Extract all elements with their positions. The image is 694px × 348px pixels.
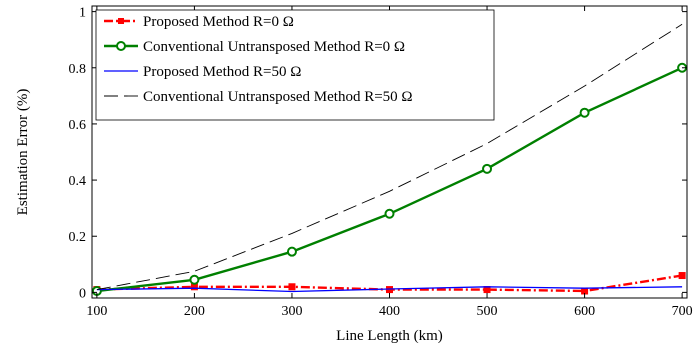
series-1-point: [678, 272, 686, 280]
series-2-point: [286, 246, 297, 257]
legend-label-3: Proposed Method R=50 Ω: [143, 64, 301, 80]
series-2-point: [482, 163, 493, 174]
ticks-layer: 100 200 300 400 500 600 700 0 0.2 0.4 0.6 0.8 1: [69, 6, 693, 319]
x-axis-label: Line Length (km): [336, 328, 443, 344]
series-2-point: [189, 274, 200, 285]
series-layer: [91, 23, 688, 296]
x-tick-label: 200: [184, 304, 205, 319]
series-line-4: [96, 23, 683, 291]
y-tick-label: 0.6: [69, 118, 87, 133]
legend-marker-1: [118, 18, 124, 24]
x-tick-label: 300: [281, 304, 302, 319]
x-tick-label: 500: [477, 304, 498, 319]
legend-marker-2: [116, 41, 126, 51]
series-2-point: [579, 107, 590, 118]
series-line-3: [96, 286, 683, 293]
y-tick-label: 1: [79, 6, 86, 21]
series-1-point: [288, 283, 296, 291]
legend: Proposed Method R=0 Ω Conventional Untran…: [95, 9, 495, 121]
x-tick-label: 100: [86, 304, 107, 319]
legend-label-2: Conventional Untransposed Method R=0 Ω: [143, 39, 405, 55]
x-tick-label: 600: [574, 304, 595, 319]
series-2-point: [384, 208, 395, 219]
y-tick-label: 0: [79, 286, 86, 301]
legend-label-1: Proposed Method R=0 Ω: [143, 14, 294, 30]
y-tick-label: 0.4: [69, 174, 87, 189]
legend-label-4: Conventional Untransposed Method R=50 Ω: [143, 89, 413, 105]
y-axis-label: Estimation Error (%): [15, 89, 31, 216]
x-tick-label: 400: [379, 304, 400, 319]
x-tick-label: 700: [672, 304, 693, 319]
y-tick-label: 0.2: [69, 230, 87, 245]
legend-box: [95, 9, 495, 121]
y-tick-label: 0.8: [69, 62, 87, 77]
